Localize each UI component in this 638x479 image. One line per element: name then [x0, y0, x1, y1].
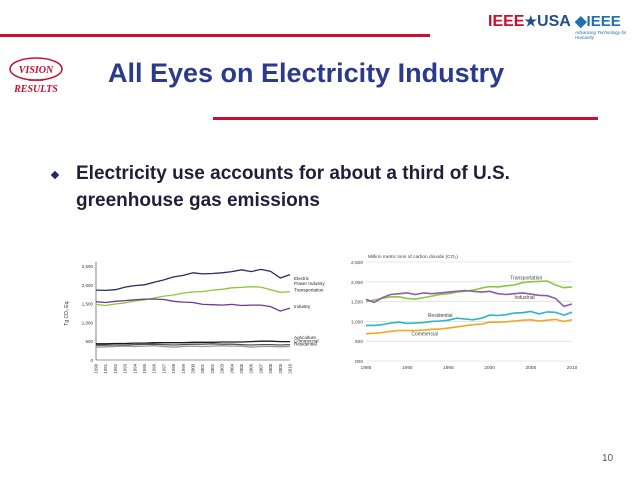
- y-tick-label: 2,500: [82, 264, 94, 269]
- series-label: Residential: [294, 342, 317, 347]
- plot-area: [366, 262, 572, 361]
- x-tick-label: 2004: [229, 363, 234, 373]
- x-tick-label: 2008: [268, 363, 273, 373]
- y-tick-label: 000: [355, 359, 363, 365]
- svg-text:———: ———: [29, 78, 44, 84]
- x-tick-label: 1992: [113, 363, 118, 373]
- series-label: Agriculture: [294, 335, 316, 340]
- x-tick-label: 1994: [132, 363, 137, 373]
- y-tick-label: 2,000: [351, 280, 363, 286]
- series-label: Power Industry: [294, 281, 325, 286]
- slide-title: All Eyes on Electricity Industry: [108, 58, 505, 88]
- series-line: [95, 345, 291, 348]
- x-tick-label: 2005: [239, 363, 244, 373]
- x-tick-label: 1997: [161, 363, 166, 373]
- x-tick-label: 2000: [484, 365, 495, 371]
- series-label: Transportation: [510, 275, 542, 281]
- x-tick-label: 2000: [191, 363, 196, 373]
- x-tick-label: 1990: [94, 363, 99, 373]
- svg-text:RESULTS: RESULTS: [13, 84, 58, 95]
- y-tick-label: 500: [355, 339, 363, 345]
- ieee-logo: ◆IEEE Advancing Technology for Humanity: [575, 12, 631, 44]
- series-line: [95, 286, 291, 307]
- x-tick-label: 2010: [288, 363, 293, 373]
- top-accent-line: [0, 34, 430, 37]
- x-tick-label: 2001: [200, 363, 205, 373]
- series-line: [95, 343, 291, 346]
- bullet-diamond-icon: [50, 170, 60, 180]
- x-tick-label: 2007: [258, 363, 263, 373]
- x-tick-label: 2002: [210, 363, 215, 373]
- x-tick-label: 2006: [249, 363, 254, 373]
- series-line: [96, 340, 290, 345]
- y-tick-label: 1,500: [82, 302, 94, 307]
- x-tick-label: 2010: [567, 365, 578, 371]
- x-tick-label: 1999: [181, 363, 186, 373]
- y-tick-label: 1,000: [351, 319, 363, 325]
- series-line: [366, 310, 573, 327]
- x-tick-label: 1995: [443, 365, 454, 371]
- x-tick-label: 1995: [142, 363, 147, 373]
- emissions-by-sector-chart: 0 500 1,000 1,500 2,000 2,500 Tg CO₂ Eq. 1990 19…: [64, 262, 325, 374]
- ieee-wordmark: ◆IEEE: [575, 13, 621, 30]
- y-tick-label: 500: [85, 339, 93, 344]
- x-tick-label: 1990: [402, 365, 413, 371]
- page-number: 10: [602, 453, 614, 464]
- x-tick-label: 1996: [152, 363, 157, 373]
- series-label: Transportation: [294, 287, 324, 292]
- series-line: [95, 268, 291, 292]
- title-underline: [213, 117, 598, 120]
- ieee-tagline: Advancing Technology for Humanity: [575, 30, 627, 40]
- x-tick-label: 1991: [103, 363, 108, 373]
- x-tick-label: 2009: [278, 363, 283, 373]
- x-tick-label: 2003: [220, 363, 225, 373]
- series-label: Industrial: [514, 295, 534, 301]
- x-tick-label: 1998: [171, 363, 176, 373]
- bullet-text: Electricity use accounts for about a thi…: [76, 163, 510, 211]
- series-line: [365, 289, 573, 308]
- y-tick-label: 1,000: [82, 320, 94, 325]
- co2-by-sector-chart: 000 500 1,000 1,500 2,000 2,500 1985 1990 1995 20…: [351, 254, 578, 371]
- y-tick-label: 2,000: [82, 283, 94, 288]
- series-label: Commercial: [294, 338, 319, 343]
- series-label: Industry: [294, 304, 311, 309]
- ieee-usa-logo: IEEE★USA: [488, 13, 571, 30]
- series-line: [365, 318, 573, 335]
- x-tick-label: 1993: [123, 363, 128, 373]
- y-axis-label: Tg CO₂ Eq.: [64, 300, 70, 326]
- series-label: Residential: [428, 313, 453, 319]
- y-tick-label: 0: [90, 358, 93, 363]
- vision-results-logo: VISION ——— RESULTS: [9, 57, 63, 95]
- chart-title: Million metric tons of carbon dioxide (C…: [368, 254, 458, 260]
- y-tick-label: 2,500: [351, 260, 363, 266]
- series-label: Commercial: [411, 332, 438, 338]
- x-tick-label: 2005: [525, 365, 536, 371]
- y-tick-label: 1,500: [351, 300, 363, 306]
- svg-text:VISION: VISION: [19, 65, 54, 76]
- series-line: [95, 298, 291, 312]
- x-tick-label: 1985: [361, 365, 372, 371]
- series-label: Electric: [294, 276, 310, 281]
